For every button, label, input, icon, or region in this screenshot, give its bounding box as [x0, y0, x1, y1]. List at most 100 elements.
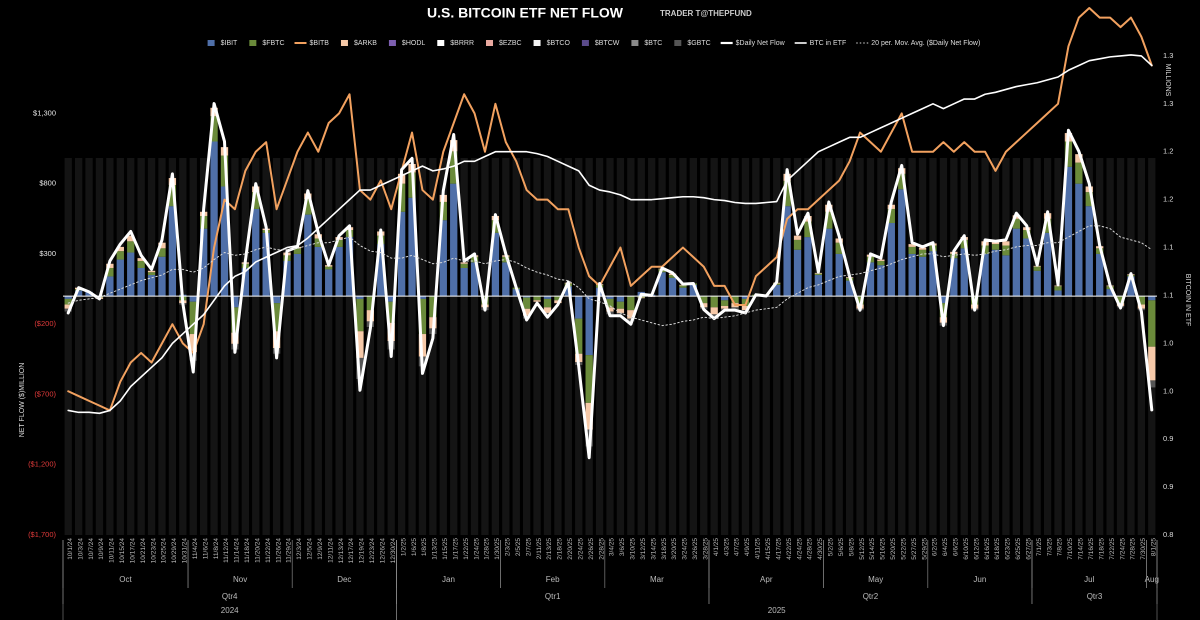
bar-segment — [939, 303, 948, 318]
x-tick-label: 3/4/25 — [609, 538, 616, 556]
bar-segment — [293, 248, 302, 254]
y-tick-label: ($700) — [34, 389, 56, 398]
bar-segment — [627, 310, 635, 319]
month-label: Jun — [973, 575, 986, 584]
y2-tick-label: 1.1 — [1163, 243, 1173, 252]
x-tick-label: 5/22/25 — [900, 538, 907, 560]
y2-axis-unit: MILLIONS — [1164, 64, 1171, 97]
x-tick-label: 3/18/25 — [661, 538, 668, 560]
bar-segment — [241, 267, 249, 297]
bar-segment — [710, 296, 718, 308]
bar-segment — [397, 183, 406, 212]
bar-segment — [929, 251, 937, 297]
column-shade — [147, 158, 156, 535]
column-shade — [564, 158, 572, 535]
x-tick-label: 12/19/24 — [359, 538, 366, 564]
x-tick-label: 10/23/24 — [150, 538, 157, 564]
bar-segment — [877, 259, 885, 261]
bar-segment — [825, 228, 833, 297]
bar-segment — [1085, 206, 1093, 297]
column-shade — [720, 158, 729, 535]
x-tick-label: 6/12/25 — [973, 538, 980, 560]
bar-segment — [554, 296, 562, 301]
column-shade — [877, 158, 885, 535]
bar-segment — [793, 249, 802, 297]
legend: $IBIT $FBTC $BITB $ARKB $HODL $BRRR $EZBC $BTCO… — [207, 40, 980, 47]
x-tick-label: 11/14/24 — [234, 538, 241, 563]
bar-segment — [866, 262, 875, 297]
x-tick-label: 6/25/25 — [1015, 538, 1022, 560]
column-shade — [220, 158, 229, 535]
legend-swatch — [674, 40, 682, 46]
x-tick-label: 10/15/24 — [119, 538, 126, 564]
bar-segment — [773, 284, 781, 297]
y2-tick-label: 1.1 — [1163, 290, 1173, 299]
month-label: Jan — [442, 575, 455, 584]
legend-swatch — [249, 40, 257, 46]
x-tick-label: 11/12/24 — [223, 538, 230, 563]
legend-label: BTC in ETF — [810, 40, 847, 47]
bar-segment — [898, 189, 906, 297]
month-label: Dec — [337, 575, 351, 584]
x-tick-label: 8/1/25 — [1151, 538, 1158, 556]
bar-segment — [74, 290, 83, 297]
x-tick-label: 10/7/24 — [88, 538, 95, 560]
bar-segment — [1137, 296, 1146, 305]
bar-segment — [1012, 228, 1020, 297]
y2-tick-label: 1.3 — [1163, 51, 1173, 60]
month-label: May — [868, 575, 883, 584]
bar-segment — [1127, 276, 1135, 297]
x-tick-label: 1/15/25 — [442, 538, 449, 560]
legend-label: $GBTC — [687, 40, 710, 47]
bar-segment — [856, 296, 864, 305]
bar-segment — [210, 116, 218, 142]
column-shade — [314, 158, 322, 535]
bar-segment — [1148, 346, 1156, 381]
bar-segment — [616, 308, 625, 313]
x-tick-label: 6/27/25 — [1025, 538, 1032, 560]
quarter-label: Qtr2 — [863, 592, 879, 601]
column-shade — [1137, 158, 1146, 535]
bar-segment — [1054, 290, 1062, 297]
bar-segment — [887, 208, 895, 224]
bar-segment — [387, 296, 395, 302]
bar-segment — [1002, 245, 1010, 256]
column-shade — [366, 158, 375, 535]
bar-segment — [127, 235, 135, 242]
bar-segment — [783, 180, 791, 207]
column-shade — [543, 158, 552, 535]
x-tick-label: 11/4/24 — [192, 538, 199, 560]
x-tick-label: 10/25/24 — [161, 538, 168, 564]
legend-swatch — [486, 40, 494, 46]
x-tick-label: 12/26/24 — [379, 538, 386, 564]
x-tick-label: 11/20/24 — [254, 538, 261, 563]
column-shade — [1064, 158, 1073, 535]
bar-segment — [127, 241, 135, 253]
bar-segment — [335, 246, 343, 297]
column-shade — [460, 158, 468, 535]
bar-segment — [168, 185, 177, 207]
month-label: Apr — [760, 575, 773, 584]
column-shade — [762, 158, 770, 535]
column-shade — [74, 158, 83, 535]
bar-segment — [877, 260, 885, 266]
bar-segment — [616, 312, 625, 315]
column-shade — [252, 158, 260, 535]
x-tick-label: 5/6/25 — [838, 538, 845, 556]
bar-segment — [147, 272, 156, 276]
bar-segment — [158, 242, 166, 249]
bar-segment — [908, 246, 916, 254]
x-tick-label: 12/17/24 — [348, 538, 355, 564]
legend-swatch — [207, 40, 215, 46]
x-tick-label: 4/22/25 — [786, 538, 793, 560]
x-tick-label: 11/8/24 — [213, 538, 220, 560]
bar-segment — [231, 296, 239, 308]
x-tick-label: 10/11/24 — [109, 538, 116, 563]
bar-segment — [960, 248, 968, 297]
bar-segment — [918, 256, 927, 297]
column-shade — [1127, 158, 1135, 535]
bar-segment — [356, 298, 364, 332]
month-label: Aug — [1145, 575, 1159, 584]
legend-label: $Daily Net Flow — [736, 40, 786, 47]
column-shade — [595, 158, 604, 535]
